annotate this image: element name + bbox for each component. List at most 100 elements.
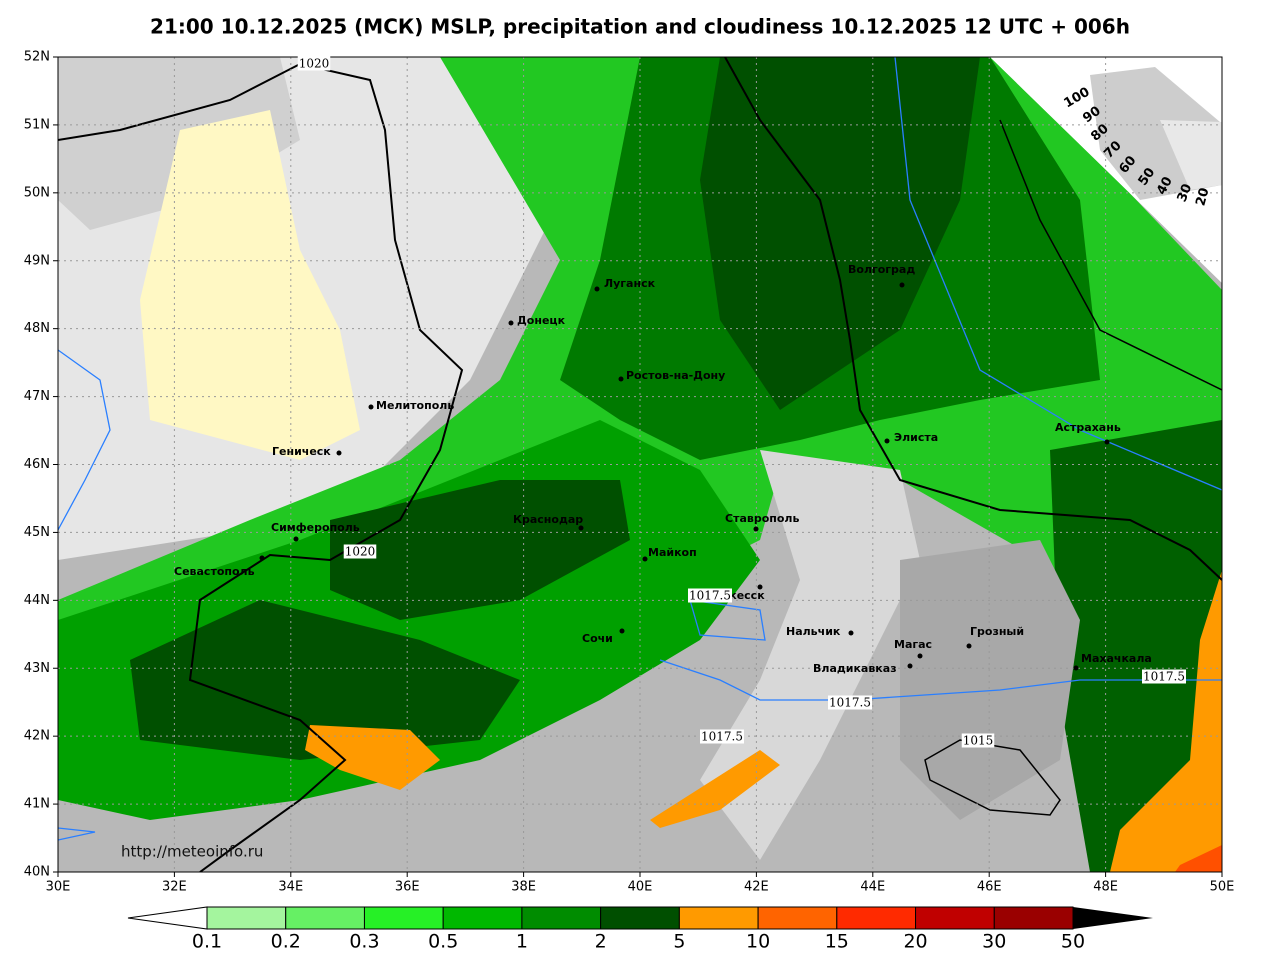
legend-label: 5 <box>673 931 685 953</box>
city-label: Ростов-на-Дону <box>626 369 725 382</box>
city-label: Сочи <box>582 632 613 645</box>
legend-label: 50 <box>1061 931 1085 953</box>
city-dot <box>293 536 299 542</box>
legend-swatch <box>915 906 995 930</box>
city-dot <box>917 653 923 659</box>
isobar-label: 1017.5 <box>829 696 871 710</box>
legend-swatch <box>363 906 444 930</box>
legend-label: 0.2 <box>271 931 301 953</box>
legend-label: 30 <box>982 931 1006 953</box>
cloud-fan <box>1090 67 1222 200</box>
city-dot <box>619 628 625 634</box>
legend-swatch <box>836 906 917 930</box>
legend-swatch <box>285 906 365 930</box>
lon-label: 42E <box>744 880 769 895</box>
lat-label: 49N <box>24 253 50 268</box>
isobar-label-bg <box>297 56 331 71</box>
city-label: Магас <box>894 638 932 651</box>
lat-label: 50N <box>24 185 50 200</box>
cloud-scale-label: 20 <box>1193 186 1212 207</box>
map-frame <box>57 56 1223 873</box>
legend-label: 0.3 <box>349 931 379 953</box>
isobar-label-bg <box>961 733 995 748</box>
city-label: Симферополь <box>271 521 360 534</box>
city-dot <box>1073 665 1079 671</box>
city-label: Волгоград <box>848 263 915 276</box>
isobar-label-bg <box>700 729 744 744</box>
city-label: Элиста <box>894 431 938 444</box>
lat-label: 41N <box>24 797 50 812</box>
lat-label: 47N <box>24 389 50 404</box>
city-label: Махачкала <box>1081 652 1152 665</box>
lon-label: 40E <box>628 880 653 895</box>
precip-legend: 0.1 0.2 0.3 0.5 1 2 5 10 15 20 30 50 <box>127 906 1153 953</box>
cloud-scale-label: 30 <box>1175 182 1196 204</box>
lon-label: 46E <box>977 880 1002 895</box>
city-dot <box>642 556 648 562</box>
legend-swatch <box>757 906 838 930</box>
city-dot <box>368 404 374 410</box>
legend-swatch <box>993 906 1074 930</box>
city-dot <box>618 376 624 382</box>
lon-label: 32E <box>162 880 187 895</box>
city-label: Нальчик <box>786 625 841 638</box>
isobar-label: 1017.5 <box>1143 670 1185 684</box>
lat-label: 51N <box>24 117 50 132</box>
city-dot <box>259 555 265 561</box>
legend-swatch <box>206 906 287 930</box>
legend-swatch <box>600 906 680 930</box>
legend-swatch <box>442 906 523 930</box>
legend-under <box>127 906 208 930</box>
legend-label: 15 <box>825 931 849 953</box>
lat-label: 45N <box>24 525 50 540</box>
city-dot <box>594 286 600 292</box>
city-label: Майкоп <box>648 546 697 559</box>
isobar-label: 1017.5 <box>701 730 743 744</box>
lon-label: 36E <box>395 880 420 895</box>
lat-label: 43N <box>24 661 50 676</box>
legend-label: 20 <box>903 931 927 953</box>
legend-over <box>1073 907 1153 929</box>
isobar-label-bg <box>1142 669 1186 684</box>
city-label: Владикавказ <box>813 662 897 675</box>
lat-label: 46N <box>24 457 50 472</box>
city-label: Геническ <box>272 445 331 458</box>
grid: 52N51N50N49N48N47N46N45N44N43N42N41N40N3… <box>24 50 1235 895</box>
legend-swatch <box>678 906 759 930</box>
isobar-label-bg <box>828 695 872 710</box>
lon-label: 48E <box>1093 880 1118 895</box>
lat-label: 42N <box>24 729 50 744</box>
city-label: Астрахань <box>1055 421 1121 434</box>
cities: Луганск Донецк Ростов-на-Дону Волгоград Мели… <box>174 263 1152 675</box>
legend-label: 0.1 <box>192 931 222 953</box>
city-dot <box>508 320 514 326</box>
isobar-label: 1020 <box>345 545 376 559</box>
isobar-label-bg <box>343 544 377 559</box>
isobar-label: 1017.5 <box>689 589 731 603</box>
city-dot <box>757 584 763 590</box>
city-dot <box>336 450 342 456</box>
city-label: Грозный <box>970 625 1024 638</box>
lon-label: 38E <box>511 880 536 895</box>
lon-label: 30E <box>46 880 71 895</box>
city-label: Луганск <box>604 277 656 290</box>
city-label: Краснодар <box>513 513 583 526</box>
city-dot <box>884 438 890 444</box>
city-label: Ставрополь <box>725 512 799 525</box>
legend-label: 1 <box>516 931 528 953</box>
legend-label: 0.5 <box>428 931 458 953</box>
isobar-label: 1015 <box>963 734 994 748</box>
city-dot <box>966 643 972 649</box>
city-dot <box>907 663 913 669</box>
lat-label: 40N <box>24 865 50 880</box>
legend-label: 10 <box>746 931 770 953</box>
city-label: Севастополь <box>174 565 255 578</box>
city-label: Мелитополь <box>376 399 454 412</box>
city-dot <box>753 526 759 532</box>
lon-label: 44E <box>860 880 885 895</box>
title: 21:00 10.12.2025 (МСК) MSLP, precipitati… <box>150 15 1130 39</box>
isobar-label-bg <box>688 588 732 603</box>
city-dot <box>578 525 584 531</box>
lon-label: 50E <box>1210 880 1235 895</box>
